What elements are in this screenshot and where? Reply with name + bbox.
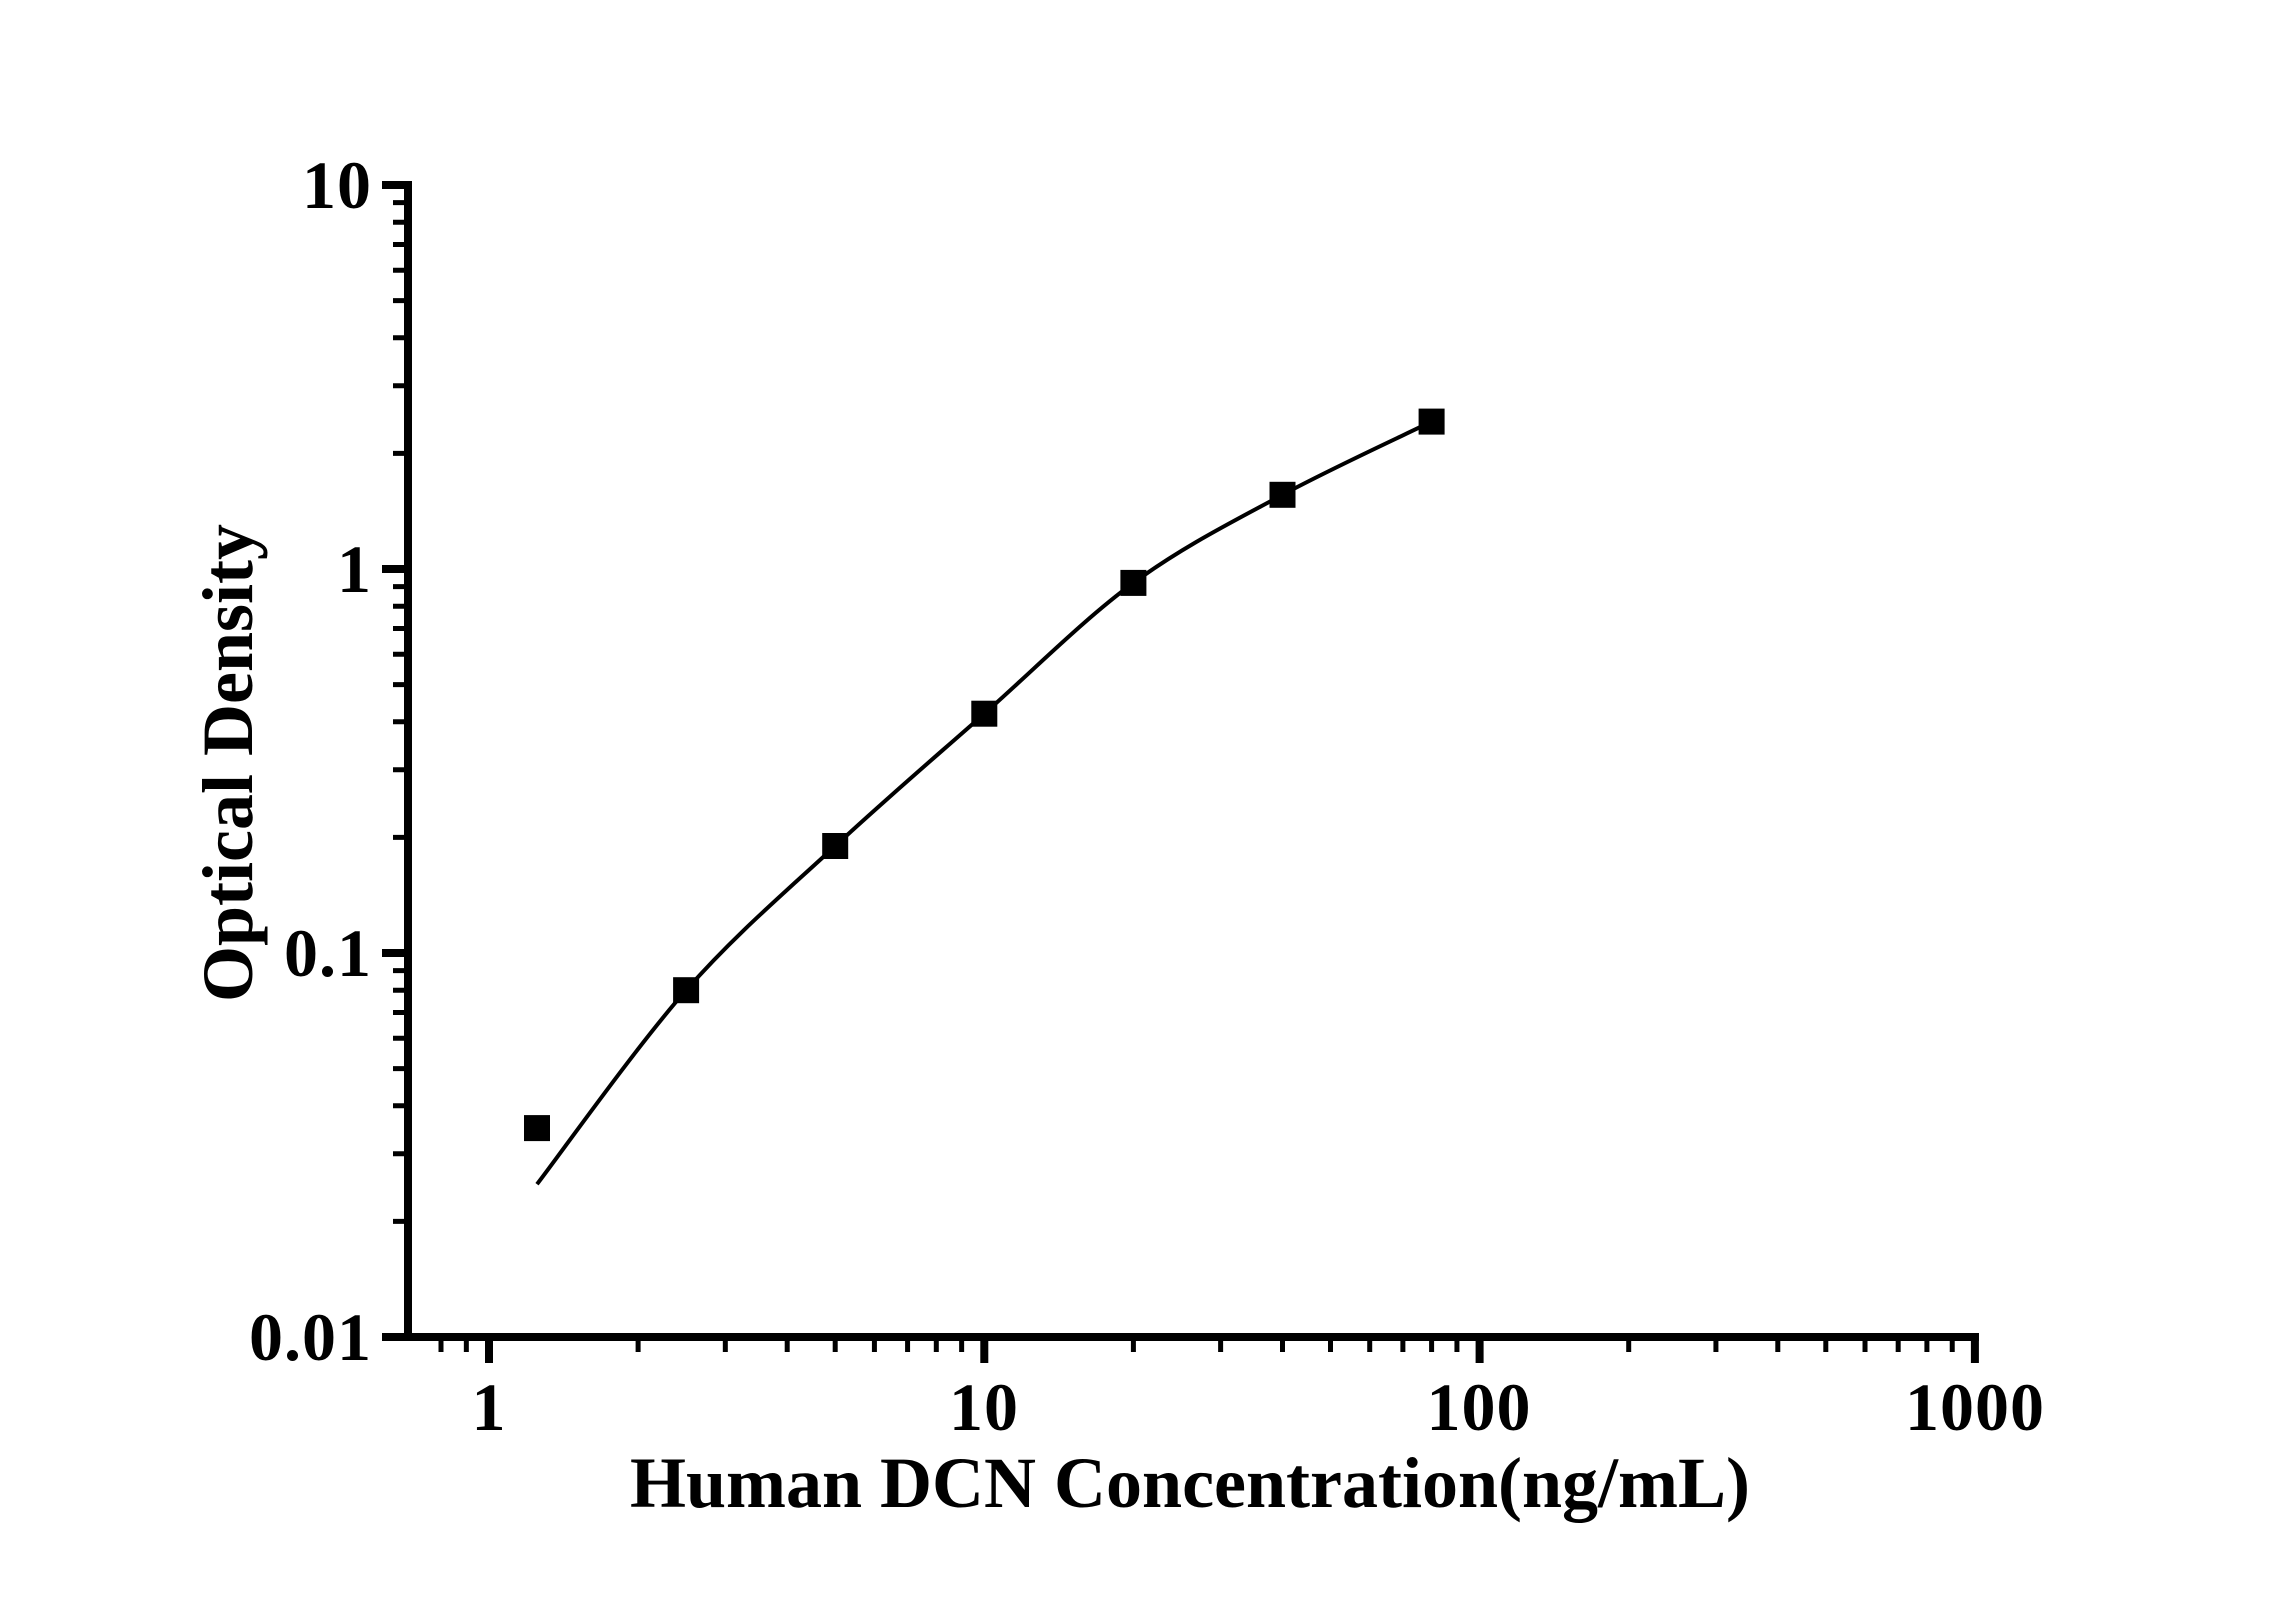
y-tick-label-0-01: 0.01 (249, 1299, 372, 1375)
data-point-square (822, 833, 849, 859)
fit-curve (535, 419, 1433, 1186)
x-tick-label-1000: 1000 (1905, 1369, 2045, 1445)
y-tick-label-0-1: 0.1 (284, 915, 372, 991)
data-point-square (1269, 481, 1296, 508)
data-point-square (971, 700, 998, 727)
x-tick-label-1: 1 (471, 1369, 507, 1445)
x-tick-label-100: 100 (1426, 1369, 1532, 1445)
x-tick-label-10: 10 (949, 1369, 1019, 1445)
y-axis-title: Optical Density (188, 524, 268, 1002)
data-point-square (1120, 569, 1147, 596)
y-tick-label-1: 1 (337, 531, 372, 607)
data-point-square (524, 1115, 550, 1142)
x-axis-title: Human DCN Concentration(ng/mL) (629, 1443, 1750, 1523)
y-tick-label-10: 10 (302, 147, 372, 223)
data-point-square (673, 977, 700, 1004)
data-point-square (1418, 408, 1445, 435)
